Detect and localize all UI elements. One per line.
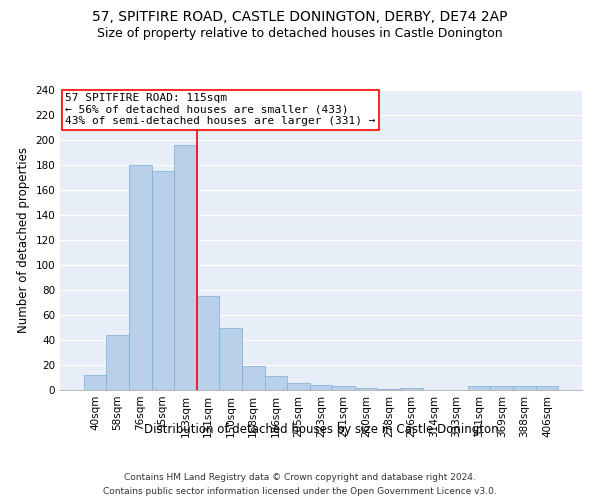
Bar <box>242 366 265 390</box>
Y-axis label: Number of detached properties: Number of detached properties <box>17 147 30 333</box>
Bar <box>265 376 287 390</box>
Bar <box>197 296 220 390</box>
Text: 57 SPITFIRE ROAD: 115sqm
← 56% of detached houses are smaller (433)
43% of semi-: 57 SPITFIRE ROAD: 115sqm ← 56% of detach… <box>65 93 376 126</box>
Bar <box>220 328 242 390</box>
Bar <box>513 386 536 390</box>
Text: Distribution of detached houses by size in Castle Donington: Distribution of detached houses by size … <box>143 422 499 436</box>
Bar <box>106 335 129 390</box>
Bar <box>84 375 106 390</box>
Bar <box>490 386 513 390</box>
Bar <box>152 171 174 390</box>
Text: Contains public sector information licensed under the Open Government Licence v3: Contains public sector information licen… <box>103 488 497 496</box>
Bar <box>129 165 152 390</box>
Bar <box>536 386 558 390</box>
Bar <box>400 388 422 390</box>
Bar <box>310 385 332 390</box>
Bar <box>377 389 400 390</box>
Text: Size of property relative to detached houses in Castle Donington: Size of property relative to detached ho… <box>97 28 503 40</box>
Bar <box>174 145 197 390</box>
Bar <box>468 386 490 390</box>
Bar <box>287 382 310 390</box>
Text: Contains HM Land Registry data © Crown copyright and database right 2024.: Contains HM Land Registry data © Crown c… <box>124 472 476 482</box>
Bar <box>332 386 355 390</box>
Bar <box>355 388 377 390</box>
Text: 57, SPITFIRE ROAD, CASTLE DONINGTON, DERBY, DE74 2AP: 57, SPITFIRE ROAD, CASTLE DONINGTON, DER… <box>92 10 508 24</box>
